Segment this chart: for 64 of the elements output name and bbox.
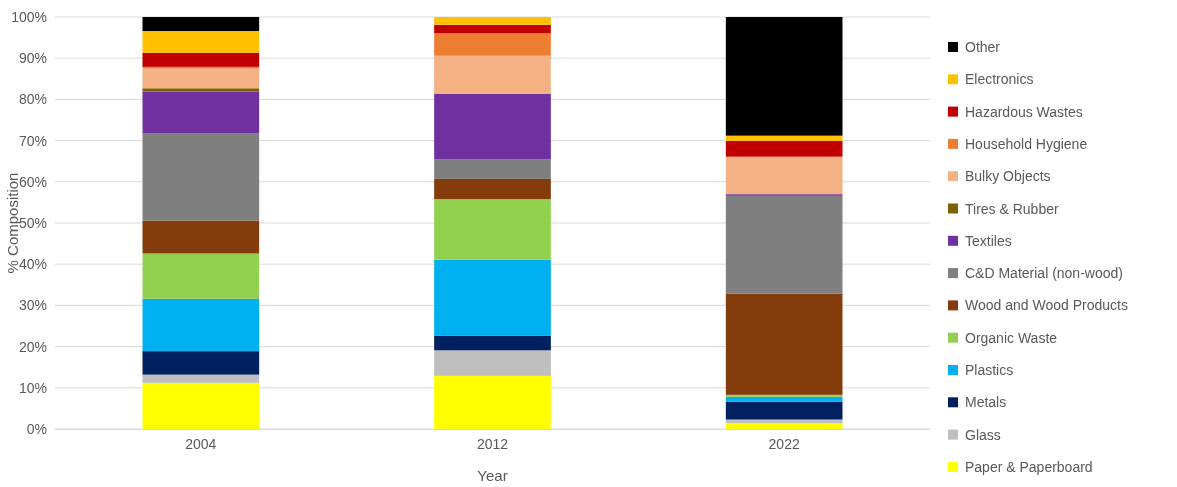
x-tick-label: 2012 — [476, 435, 509, 452]
bar — [725, 423, 843, 429]
bar — [142, 91, 260, 134]
legend-label: C&D Material (non-wood) — [965, 265, 1123, 282]
bar — [725, 401, 843, 420]
legend-label: Hazardous Wastes — [965, 103, 1083, 120]
x-tick-label: 2022 — [768, 435, 800, 452]
bar — [434, 55, 551, 94]
bar — [142, 31, 260, 53]
bar — [725, 195, 843, 294]
legend-label: Tires & Rubber — [965, 200, 1059, 217]
bar — [434, 17, 551, 25]
y-tick-label: 70% — [18, 132, 47, 149]
bar — [142, 351, 260, 375]
bar — [434, 93, 551, 160]
bar — [434, 178, 551, 200]
y-tick-label: 0% — [26, 420, 47, 437]
bar — [725, 396, 843, 402]
y-tick-label: 30% — [18, 297, 47, 314]
bar — [725, 293, 843, 395]
bar — [725, 141, 843, 157]
y-tick-label: 20% — [18, 338, 47, 355]
y-tick-label: 50% — [18, 214, 47, 231]
legend-label: Paper & Paperboard — [965, 458, 1093, 475]
legend-label: Bulky Objects — [965, 168, 1051, 185]
bar — [142, 68, 260, 89]
x-axis-title: Year — [477, 467, 508, 484]
bar — [434, 350, 551, 376]
legend-label: Plastics — [965, 362, 1014, 378]
legend-label: Glass — [965, 426, 1001, 443]
legend-label: Household Hygiene — [965, 135, 1088, 152]
bar — [142, 382, 260, 429]
bar — [434, 199, 551, 260]
legend-label: Textiles — [965, 232, 1012, 249]
legend-label: Wood and Wood Products — [965, 297, 1128, 314]
bar — [142, 253, 260, 299]
bar — [142, 298, 260, 352]
bar — [142, 17, 260, 32]
y-tick-label: 100% — [11, 8, 47, 25]
bar — [142, 88, 260, 92]
legend-label: Organic Waste — [965, 329, 1058, 346]
bar — [725, 135, 843, 142]
bar — [142, 133, 260, 221]
bar — [725, 394, 843, 397]
y-tick-label: 90% — [18, 50, 47, 67]
y-tick-label: 80% — [18, 91, 47, 108]
bar — [434, 335, 551, 351]
bar — [142, 220, 260, 254]
bar — [434, 259, 551, 336]
y-tick-label: 40% — [18, 256, 47, 273]
bar — [725, 17, 843, 136]
legend-label: Electronics — [965, 71, 1034, 88]
bar — [142, 374, 260, 383]
y-tick-label: 10% — [18, 379, 47, 396]
legend-label: Metals — [965, 394, 1007, 411]
bar — [434, 159, 551, 179]
x-tick-label: 2004 — [185, 435, 217, 452]
bar — [434, 24, 551, 34]
legend-label: Other — [965, 39, 1001, 55]
y-tick-label: 60% — [18, 173, 47, 190]
bar — [434, 33, 551, 56]
bar — [434, 375, 551, 429]
bar — [725, 156, 843, 195]
bar — [142, 52, 260, 67]
